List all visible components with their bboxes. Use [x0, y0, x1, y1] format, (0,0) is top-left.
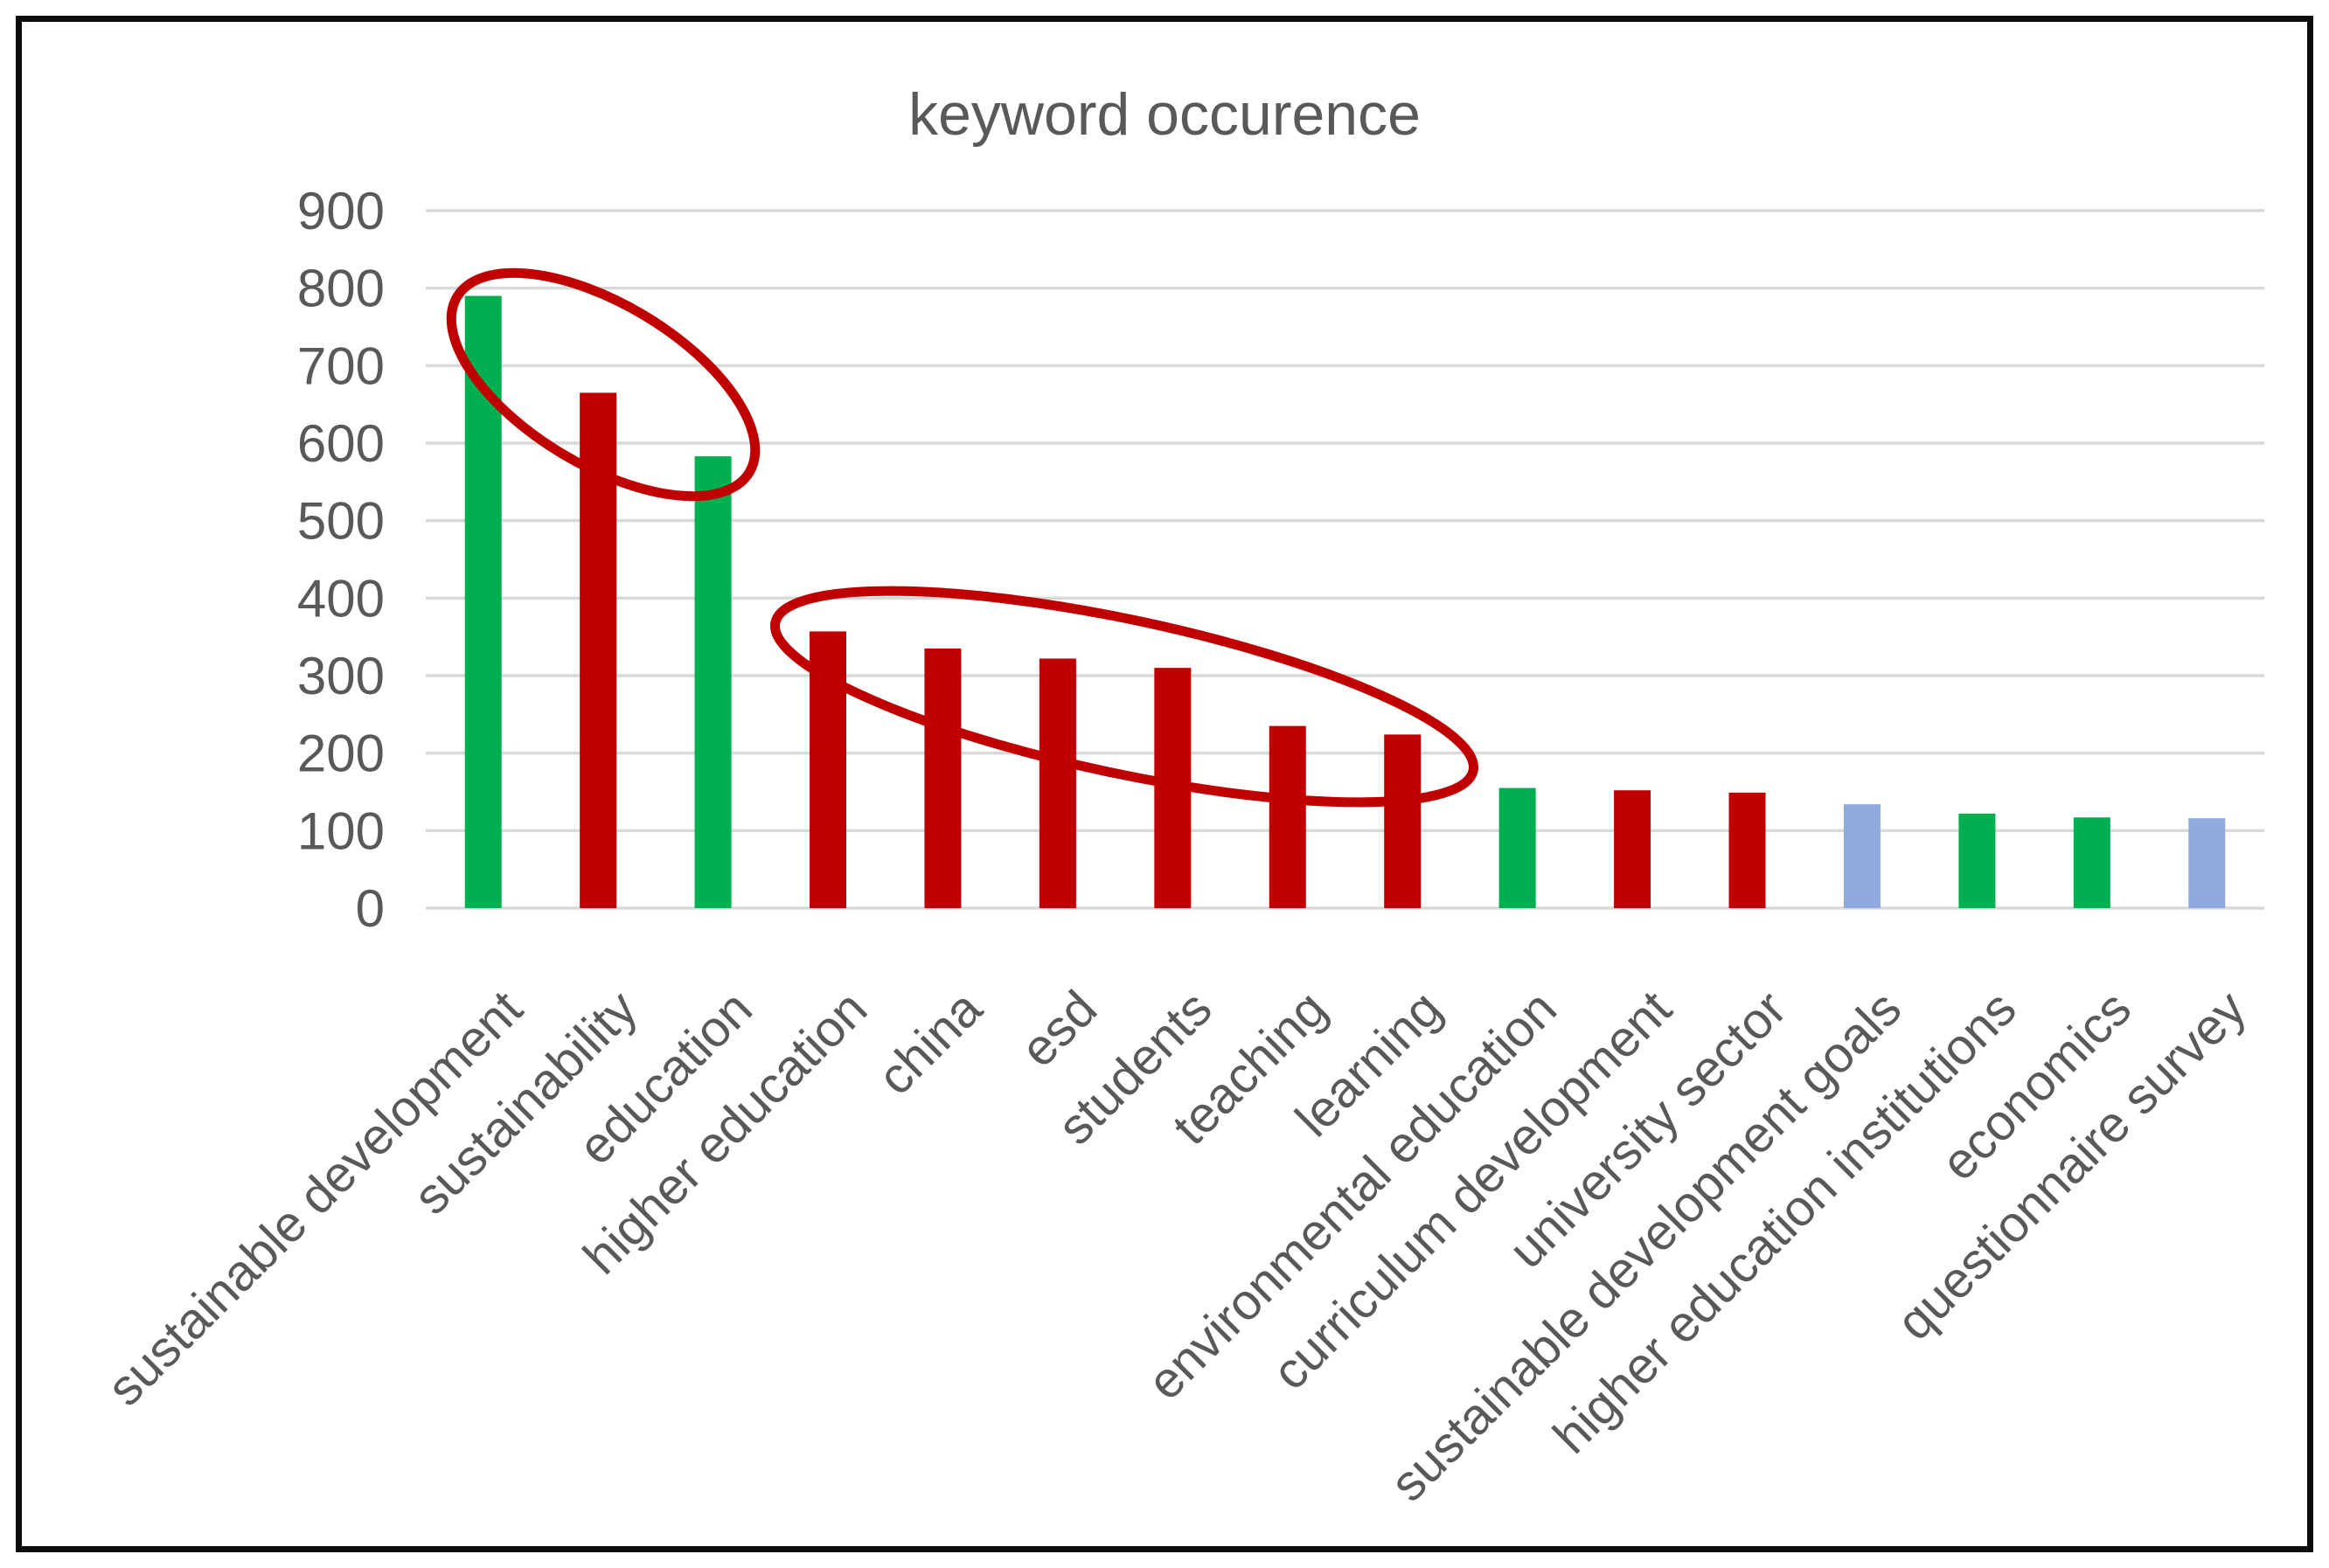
- bar: [2188, 818, 2226, 908]
- y-tick-label: 800: [297, 260, 385, 318]
- bar: [924, 648, 962, 908]
- annotation-ellipse: [769, 586, 1479, 808]
- bar: [1039, 658, 1076, 908]
- y-tick-label: 300: [297, 647, 385, 705]
- y-tick-label: 900: [297, 182, 385, 240]
- y-tick-label: 700: [297, 336, 385, 395]
- bar: [2073, 817, 2110, 908]
- bar: [1958, 813, 1996, 908]
- bar: [1614, 790, 1651, 908]
- bar: [694, 456, 732, 908]
- bar: [1269, 725, 1306, 908]
- bar: [1498, 787, 1536, 908]
- bar: [1728, 792, 1766, 908]
- bar: [1843, 804, 1881, 908]
- annotation-ellipse: [446, 267, 761, 502]
- y-tick-label: 200: [297, 725, 385, 783]
- y-tick-label: 400: [297, 569, 385, 628]
- y-tick-label: 100: [297, 801, 385, 860]
- y-tick-label: 0: [356, 879, 385, 938]
- x-category-label: esd: [1010, 980, 1108, 1078]
- x-category-label: china: [867, 980, 994, 1107]
- y-tick-label: 600: [297, 414, 385, 473]
- bar: [1384, 734, 1422, 908]
- chart-title: keyword occurence: [908, 81, 1421, 148]
- y-tick-label: 500: [297, 492, 385, 551]
